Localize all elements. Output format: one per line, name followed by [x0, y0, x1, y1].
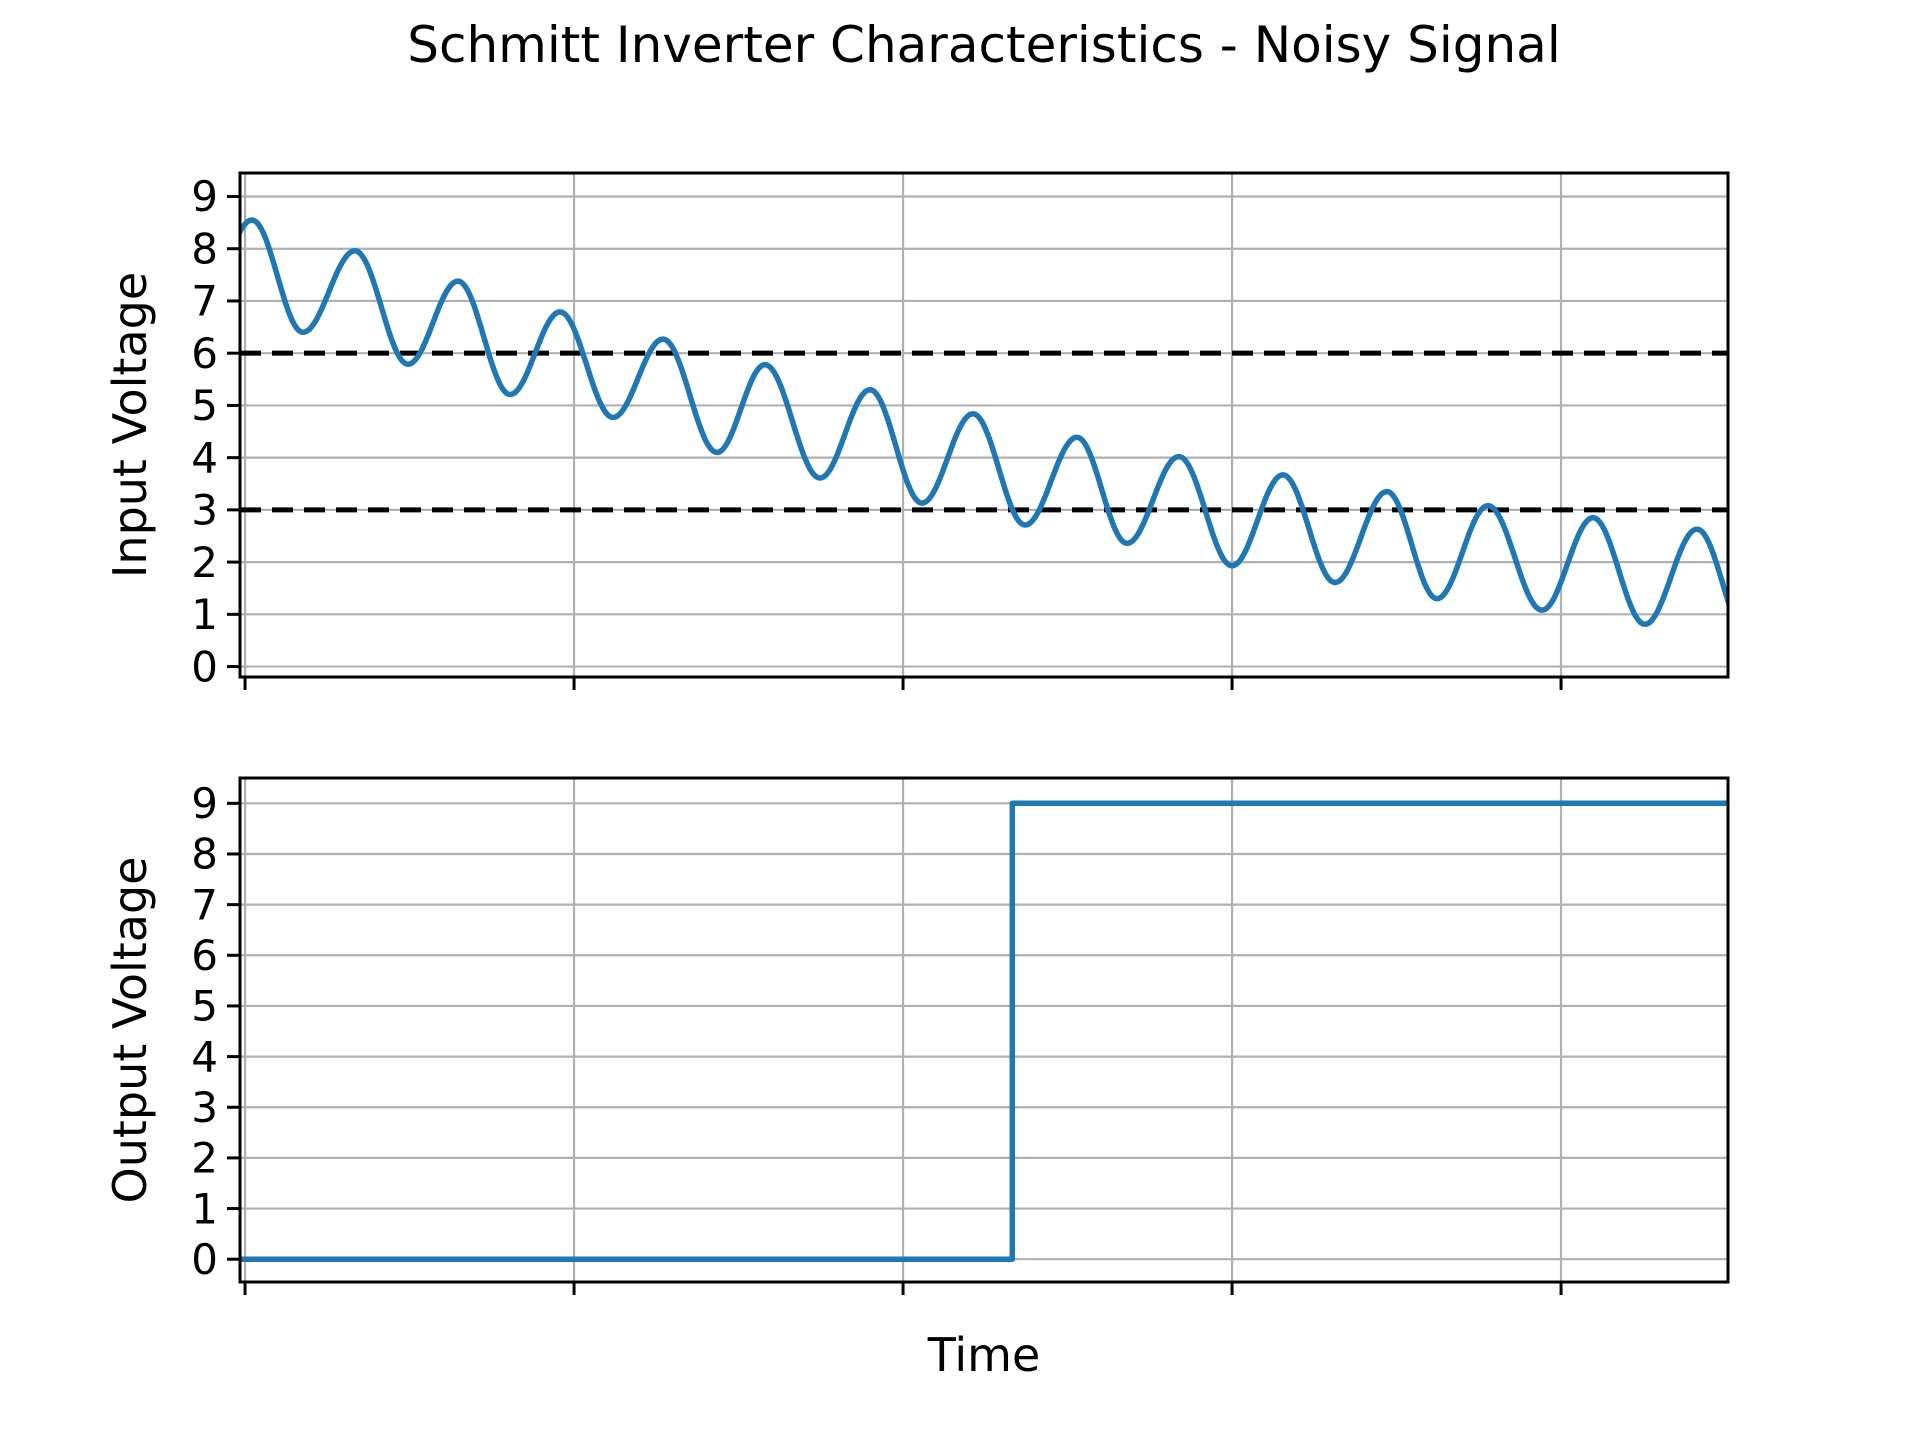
y-tick-label: 7: [191, 880, 218, 929]
y-tick-label: 8: [191, 830, 218, 879]
y-tick-label: 2: [191, 538, 218, 587]
y-tick-label: 0: [191, 642, 218, 691]
y-tick-label: 0: [191, 1235, 218, 1284]
y-tick-label: 2: [191, 1134, 218, 1183]
chart-title: Schmitt Inverter Characteristics - Noisy…: [407, 16, 1561, 74]
y-tick-label: 1: [191, 590, 218, 639]
axes-spines: [238, 776, 1730, 1284]
output-signal: [240, 800, 1728, 1262]
output-y-axis-label: Output Voltage: [103, 856, 157, 1204]
x-axis-label: Time: [927, 1328, 1041, 1382]
y-tick-label: 9: [191, 779, 218, 828]
y-tick-label: 8: [191, 224, 218, 273]
y-tick-label: 5: [191, 982, 218, 1031]
y-tick-label: 7: [191, 277, 218, 326]
y-tick-label: 1: [191, 1184, 218, 1233]
y-tick-label: 9: [191, 172, 218, 221]
input-y-axis-label: Input Voltage: [103, 271, 157, 579]
noisy-input-signal: [240, 217, 1728, 627]
y-tick-label: 5: [191, 381, 218, 430]
y-tick-label: 6: [191, 931, 218, 980]
y-tick-label: 6: [191, 329, 218, 378]
y-tick-label: 3: [191, 1083, 218, 1132]
y-tick-label: 3: [191, 486, 218, 535]
y-tick-label: 4: [191, 433, 218, 482]
axes-spines: [238, 171, 1730, 679]
y-tick-label: 4: [191, 1032, 218, 1081]
